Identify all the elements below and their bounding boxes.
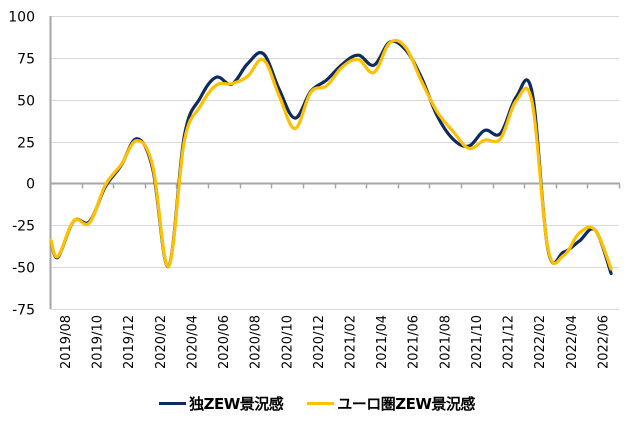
x-tick-label: 2020/12 [312,315,327,369]
y-tick-label: -50 [12,261,35,277]
legend-line-icon [159,401,187,405]
y-tick-label: 25 [17,136,35,152]
x-tick-label: 2019/08 [59,315,74,369]
x-axis: 2019/08 2019/10 2019/12 2020/02 2020/04 2020/… [50,182,621,369]
plot-area [49,38,613,276]
gridlines [50,16,619,310]
x-tick-label: 2021/12 [502,315,517,369]
x-tick-label: 2022/06 [596,315,611,369]
x-tick-label: 2020/04 [185,315,200,369]
y-tick-label: 100 [8,10,35,26]
x-tick-label: 2022/04 [565,315,580,369]
legend-line-icon [307,401,335,405]
legend-label: 独ZEW景況感 [189,394,284,413]
series-line-germany-zew [49,39,613,276]
y-tick-label: 50 [17,94,35,110]
x-tick-label: 2020/10 [280,315,295,369]
x-tick-label: 2022/02 [533,315,548,369]
series-line-eurozone-zew [49,38,613,271]
y-tick-label: 75 [17,52,35,68]
x-tick-label: 2021/08 [438,315,453,369]
x-tick-label: 2020/02 [154,315,169,369]
y-axis: 100 75 50 25 0 -25 -50 -75 [8,10,52,319]
x-tick-label: 2021/06 [407,315,422,369]
x-tick-label: 2020/06 [217,315,232,369]
x-tick-label: 2021/02 [344,315,359,369]
legend-item-eurozone-zew[interactable]: ユーロ圏ZEW景況感 [307,393,475,414]
x-tick-label: 2020/08 [249,315,264,369]
y-tick-label: -75 [12,303,35,319]
legend: 独ZEW景況感 ユーロ圏ZEW景況感 [0,392,634,414]
x-tick-label: 2019/10 [91,315,106,369]
y-tick-label: -25 [12,219,35,235]
x-tick-label: 2021/04 [375,315,390,369]
y-tick-label: 0 [26,177,35,193]
legend-item-germany-zew[interactable]: 独ZEW景況感 [159,393,284,414]
legend-label: ユーロ圏ZEW景況感 [337,394,475,413]
x-tick-label: 2021/10 [470,315,485,369]
x-tick-label: 2019/12 [122,315,137,369]
